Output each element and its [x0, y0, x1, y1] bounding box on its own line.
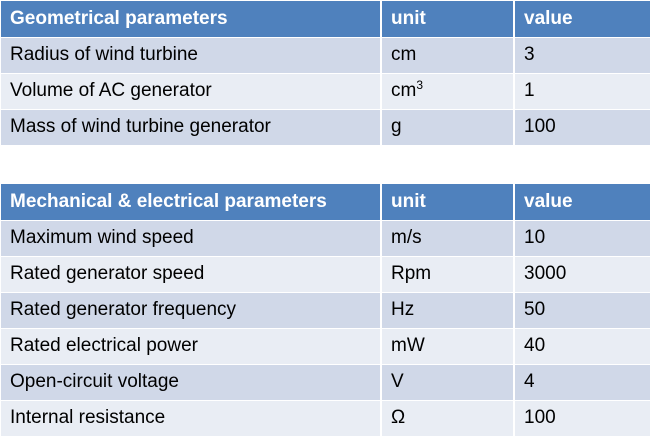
unit-text: g [391, 116, 402, 138]
value-cell: 3 [513, 36, 650, 73]
table-row: Rated electrical power mW 40 [1, 327, 650, 364]
parameter-cell: Volume of AC generator [1, 72, 381, 109]
unit-cell: Ω [380, 399, 514, 436]
table-row: Internal resistance Ω 100 [1, 399, 650, 436]
parameter-cell: Internal resistance [1, 399, 381, 436]
table-row: Maximum wind speed m/s 10 [1, 219, 650, 256]
unit-cell: V [380, 363, 514, 400]
unit-cell: Rpm [380, 255, 514, 292]
unit-superscript: 3 [416, 78, 424, 92]
table-row: Mass of wind turbine generator g 100 [1, 108, 650, 145]
table-row: Rated generator speed Rpm 3000 [1, 255, 650, 292]
table-row: Volume of AC generator cm3 1 [1, 72, 650, 109]
column-header-value: value [513, 184, 650, 220]
table-row: Open-circuit voltage V 4 [1, 363, 650, 400]
unit-cell: Hz [380, 291, 514, 328]
parameter-cell: Radius of wind turbine [1, 36, 381, 73]
value-cell: 10 [513, 219, 650, 256]
value-cell: 40 [513, 327, 650, 364]
table-row: Radius of wind turbine cm 3 [1, 36, 650, 73]
unit-text: cm [391, 80, 417, 101]
value-cell: 50 [513, 291, 650, 328]
geometrical-parameters-table: Geometrical parameters unit value Radius… [1, 1, 650, 145]
column-header-parameter: Geometrical parameters [1, 1, 381, 37]
table-row: Rated generator frequency Hz 50 [1, 291, 650, 328]
unit-cell: mW [380, 327, 514, 364]
mechanical-electrical-parameters-table: Mechanical & electrical parameters unit … [1, 184, 650, 436]
unit-text: cm [391, 44, 417, 65]
parameter-cell: Rated generator frequency [1, 291, 381, 328]
parameter-cell: Mass of wind turbine generator [1, 108, 381, 145]
value-cell: 4 [513, 363, 650, 400]
parameter-cell: Rated electrical power [1, 327, 381, 364]
parameter-cell: Open-circuit voltage [1, 363, 381, 400]
unit-cell: g [380, 108, 514, 145]
unit-cell: m/s [380, 219, 514, 256]
column-header-unit: unit [380, 1, 514, 37]
column-header-parameter: Mechanical & electrical parameters [1, 184, 381, 220]
parameter-cell: Rated generator speed [1, 255, 381, 292]
table-header-row: Mechanical & electrical parameters unit … [1, 184, 650, 220]
column-header-unit: unit [380, 184, 514, 220]
value-cell: 1 [513, 72, 650, 109]
unit-cell: cm3 [380, 72, 514, 109]
value-cell: 3000 [513, 255, 650, 292]
value-cell: 100 [513, 108, 650, 145]
unit-cell: cm [380, 36, 514, 73]
table-header-row: Geometrical parameters unit value [1, 1, 650, 37]
value-cell: 100 [513, 399, 650, 436]
column-header-value: value [513, 1, 650, 37]
parameter-cell: Maximum wind speed [1, 219, 381, 256]
